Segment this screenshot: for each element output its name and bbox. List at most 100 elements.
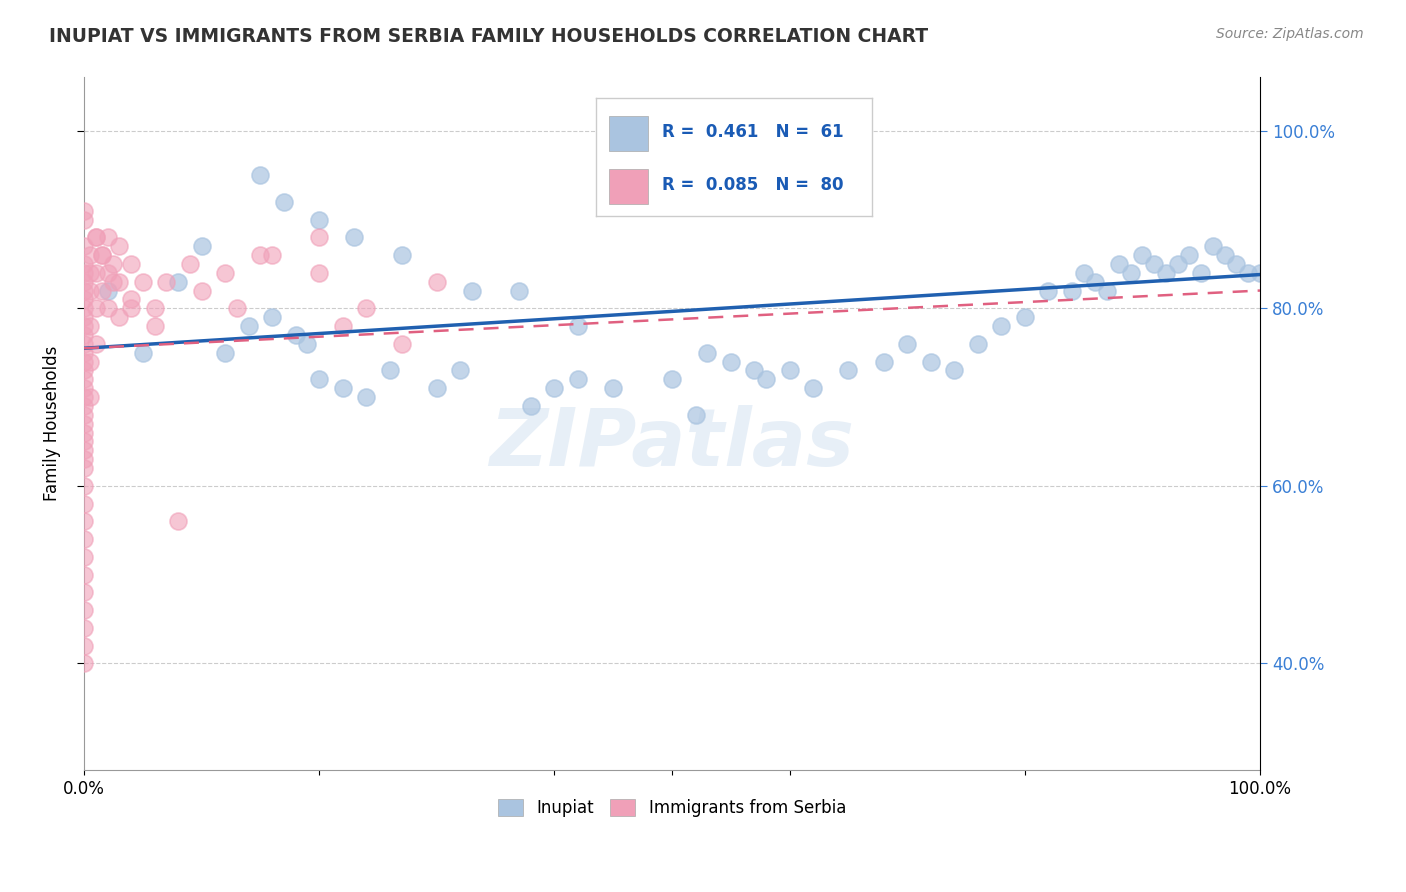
Point (354, 390, 377, 404)
Point (1060, 284, 1083, 298)
Point (73, 434, 96, 449)
Point (103, 275, 125, 289)
Point (143, 319, 166, 334)
Point (84, 336, 107, 351)
Point (73, 310, 96, 325)
Point (73, 293, 96, 307)
Point (567, 372, 589, 386)
Point (225, 301, 247, 316)
Point (308, 266, 330, 280)
Point (167, 515, 190, 529)
Point (190, 284, 212, 298)
Point (801, 381, 824, 395)
Point (73, 301, 96, 316)
Y-axis label: Family Households: Family Households (44, 346, 60, 501)
Point (1225, 257, 1247, 271)
Point (508, 284, 530, 298)
Point (96, 284, 118, 298)
Point (73, 479, 96, 493)
Point (155, 275, 177, 289)
Point (84, 301, 107, 316)
Point (73, 203, 96, 218)
Point (426, 381, 449, 395)
Point (96, 266, 118, 280)
Text: Source: ZipAtlas.com: Source: ZipAtlas.com (1216, 27, 1364, 41)
Point (73, 363, 96, 377)
Point (966, 336, 988, 351)
Point (120, 301, 142, 316)
Point (79, 390, 101, 404)
Point (685, 408, 707, 422)
Point (391, 248, 413, 262)
Point (73, 461, 96, 475)
Point (273, 194, 295, 209)
Point (249, 168, 271, 182)
Point (73, 372, 96, 386)
Point (354, 301, 377, 316)
Point (108, 275, 131, 289)
Point (1202, 239, 1225, 253)
Point (73, 532, 96, 546)
Point (779, 363, 801, 377)
Point (73, 284, 96, 298)
Point (1014, 310, 1036, 325)
Point (990, 319, 1012, 334)
Point (120, 257, 142, 271)
Point (1130, 248, 1153, 262)
Point (90, 248, 112, 262)
Point (96, 230, 118, 244)
Point (872, 354, 894, 368)
Point (73, 275, 96, 289)
Point (1249, 266, 1271, 280)
Point (73, 399, 96, 413)
Point (461, 284, 484, 298)
Point (84, 230, 107, 244)
Point (1119, 266, 1142, 280)
Point (73, 549, 96, 564)
Point (73, 621, 96, 635)
Point (1095, 284, 1118, 298)
Point (73, 443, 96, 458)
Point (696, 345, 718, 359)
Text: INUPIAT VS IMMIGRANTS FROM SERBIA FAMILY HOUSEHOLDS CORRELATION CHART: INUPIAT VS IMMIGRANTS FROM SERBIA FAMILY… (49, 27, 928, 45)
Point (73, 639, 96, 653)
Point (73, 497, 96, 511)
Point (73, 381, 96, 395)
Point (108, 310, 131, 325)
Point (262, 248, 284, 262)
Point (896, 336, 918, 351)
Point (132, 275, 155, 289)
Point (190, 239, 212, 253)
Point (742, 363, 765, 377)
Point (84, 266, 107, 280)
Point (214, 266, 236, 280)
Point (96, 301, 118, 316)
Point (249, 248, 271, 262)
Point (79, 248, 101, 262)
Point (1189, 266, 1212, 280)
Point (520, 399, 543, 413)
Point (1154, 266, 1177, 280)
Point (238, 319, 260, 334)
Point (378, 363, 401, 377)
Point (73, 657, 96, 671)
Point (73, 257, 96, 271)
Point (1213, 248, 1236, 262)
Point (179, 257, 201, 271)
Point (755, 372, 778, 386)
Point (73, 266, 96, 280)
Text: ZIPatlas: ZIPatlas (489, 406, 855, 483)
Point (1084, 275, 1107, 289)
Point (214, 345, 236, 359)
Point (73, 408, 96, 422)
Point (103, 257, 125, 271)
Point (90, 248, 112, 262)
Point (73, 567, 96, 582)
Point (79, 354, 101, 368)
Point (79, 266, 101, 280)
Point (308, 372, 330, 386)
Point (73, 417, 96, 431)
Point (84, 230, 107, 244)
Point (297, 336, 319, 351)
Point (73, 354, 96, 368)
